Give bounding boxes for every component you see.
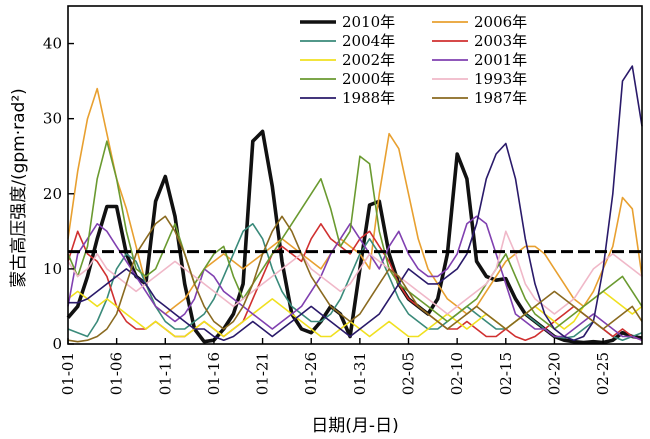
x-tick-label-3: 01-16 (205, 352, 223, 395)
legend-label-9: 1987年 (474, 89, 527, 107)
legend-label-7: 1993年 (474, 70, 527, 88)
x-tick-label-5: 01-26 (302, 352, 320, 395)
legend-label-8: 1988年 (342, 89, 395, 107)
y-axis-title: 蒙古高压强度/(gpm·rad²) (9, 88, 29, 288)
series-line-7 (67, 230, 643, 315)
y-tick-label-2: 20 (43, 185, 62, 203)
legend-label-3: 2003年 (474, 32, 527, 50)
y-tick-label-1: 10 (43, 260, 62, 278)
legend-label-2: 2004年 (342, 32, 395, 50)
y-tick-label-3: 30 (43, 110, 62, 128)
x-tick-label-11: 02-25 (594, 352, 612, 395)
legend-label-0: 2010年 (342, 13, 395, 31)
x-tick-label-0: 01-01 (59, 352, 77, 395)
series-line-8 (68, 65, 643, 342)
legend: 2010年 2006年 2004年 2003年 2002年 2001年 2000年 1993年… (300, 13, 527, 107)
x-tick-label-8: 02-10 (448, 352, 466, 395)
series-line-0 (66, 129, 643, 345)
x-tick-label-1: 01-06 (108, 352, 126, 395)
series-line-9 (67, 215, 643, 343)
x-axis-title: 日期(月-日) (311, 416, 398, 436)
x-tick-label-2: 01-11 (156, 352, 174, 395)
x-tick-label-10: 02-20 (545, 352, 563, 395)
x-tick-label-6: 01-31 (351, 352, 369, 395)
legend-label-4: 2002年 (342, 51, 395, 69)
y-tick-label-4: 40 (43, 35, 62, 53)
series-layer (66, 65, 643, 345)
y-tick-label-0: 0 (52, 335, 62, 353)
x-tick-label-9: 02-15 (497, 352, 515, 395)
x-tick-label-4: 01-21 (254, 352, 272, 395)
legend-label-6: 2000年 (342, 70, 395, 88)
axis-layer: 0 10 20 30 40 01-01 01-06 01-11 01-16 01-21 01-26 0… (43, 35, 612, 396)
legend-label-5: 2001年 (474, 51, 527, 69)
legend-label-1: 2006年 (474, 13, 527, 31)
x-tick-label-7: 02-05 (400, 352, 418, 395)
plot-frame (67, 5, 643, 345)
series-line-5 (67, 215, 643, 341)
